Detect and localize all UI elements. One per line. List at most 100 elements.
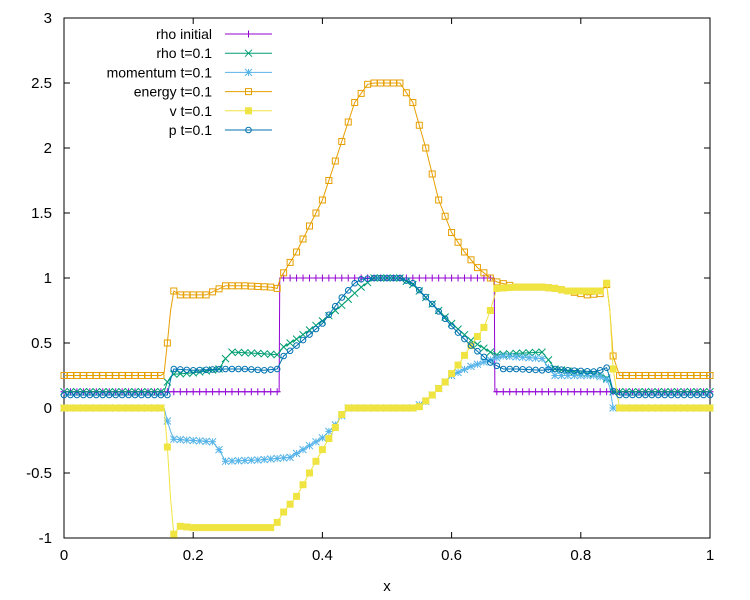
data-point: [564, 388, 572, 396]
data-point: [234, 388, 242, 396]
data-point: [461, 351, 469, 359]
data-point: [125, 391, 132, 399]
data-point: [331, 274, 339, 282]
data-point: [577, 367, 585, 375]
data-point: [280, 352, 287, 360]
data-point: [473, 360, 482, 369]
data-point: [260, 349, 269, 358]
data-point: [538, 283, 546, 291]
data-point: [253, 456, 262, 464]
y-tick-label: 0: [44, 400, 52, 417]
data-point: [531, 354, 540, 363]
data-point: [422, 274, 430, 282]
data-point: [441, 212, 449, 220]
data-point: [118, 404, 126, 412]
data-point: [415, 121, 423, 129]
data-point: [260, 455, 269, 464]
data-point: [564, 287, 572, 295]
data-point: [493, 362, 501, 370]
data-point: [687, 404, 695, 412]
data-point: [402, 89, 410, 97]
data-point: [435, 196, 443, 204]
data-point: [293, 248, 301, 256]
data-point: [92, 404, 100, 412]
data-point: [254, 388, 262, 396]
data-point: [532, 366, 539, 374]
data-point: [170, 530, 178, 538]
data-point: [138, 391, 145, 399]
data-point: [235, 365, 242, 373]
data-point: [228, 348, 236, 356]
data-point: [493, 284, 501, 292]
data-point: [661, 404, 669, 412]
data-point: [428, 274, 436, 282]
data-point: [189, 367, 197, 374]
data-point: [629, 391, 636, 399]
data-point: [428, 170, 436, 178]
data-point: [196, 524, 204, 532]
data-point: [467, 274, 475, 282]
legend-label: energy t=0.1: [134, 84, 212, 100]
data-point: [86, 404, 94, 412]
data-point: [480, 353, 488, 361]
data-point: [151, 391, 158, 399]
data-point: [305, 274, 313, 282]
data-point: [571, 367, 578, 374]
data-point: [377, 274, 384, 282]
data-point: [299, 481, 307, 489]
x-axis-title: x: [383, 578, 391, 595]
data-point: [577, 388, 585, 396]
data-point: [247, 456, 256, 465]
data-point: [221, 457, 230, 466]
data-point: [170, 287, 178, 295]
data-point: [422, 144, 430, 152]
data-point: [557, 388, 565, 396]
data-point: [150, 404, 158, 412]
data-point: [221, 354, 230, 363]
data-point: [286, 500, 294, 508]
data-point: [525, 353, 533, 362]
data-point: [396, 404, 404, 412]
data-point: [428, 300, 436, 308]
data-point: [473, 340, 482, 349]
data-point: [66, 404, 74, 412]
data-point: [519, 388, 527, 396]
data-point: [131, 391, 139, 399]
data-point: [680, 404, 688, 412]
data-point: [603, 279, 611, 287]
data-point: [551, 365, 559, 373]
data-point: [603, 364, 610, 372]
data-point: [163, 443, 171, 451]
data-point: [228, 388, 236, 396]
data-point: [93, 391, 100, 399]
series-line: [64, 82, 710, 376]
data-point: [422, 293, 430, 301]
data-point: [480, 269, 488, 277]
data-point: [480, 358, 488, 366]
data-point: [280, 508, 288, 516]
data-point: [609, 404, 617, 412]
data-point: [144, 391, 152, 399]
data-point: [86, 391, 94, 399]
data-point: [350, 289, 359, 298]
data-point: [583, 287, 591, 295]
y-tick-label: -0.5: [26, 465, 52, 482]
data-point: [273, 518, 281, 526]
data-point: [422, 397, 430, 405]
data-point: [596, 287, 604, 295]
data-point: [499, 284, 507, 292]
data-point: [441, 274, 449, 282]
x-tick-label: 1: [706, 547, 714, 564]
data-point: [357, 276, 365, 283]
data-point: [454, 361, 462, 369]
data-point: [67, 391, 74, 399]
data-point: [454, 274, 462, 282]
data-point: [564, 371, 572, 380]
data-point: [492, 354, 501, 362]
data-point: [176, 522, 184, 530]
data-point: [228, 524, 236, 532]
data-point: [454, 329, 462, 336]
data-point: [390, 274, 397, 282]
data-point: [693, 404, 701, 412]
